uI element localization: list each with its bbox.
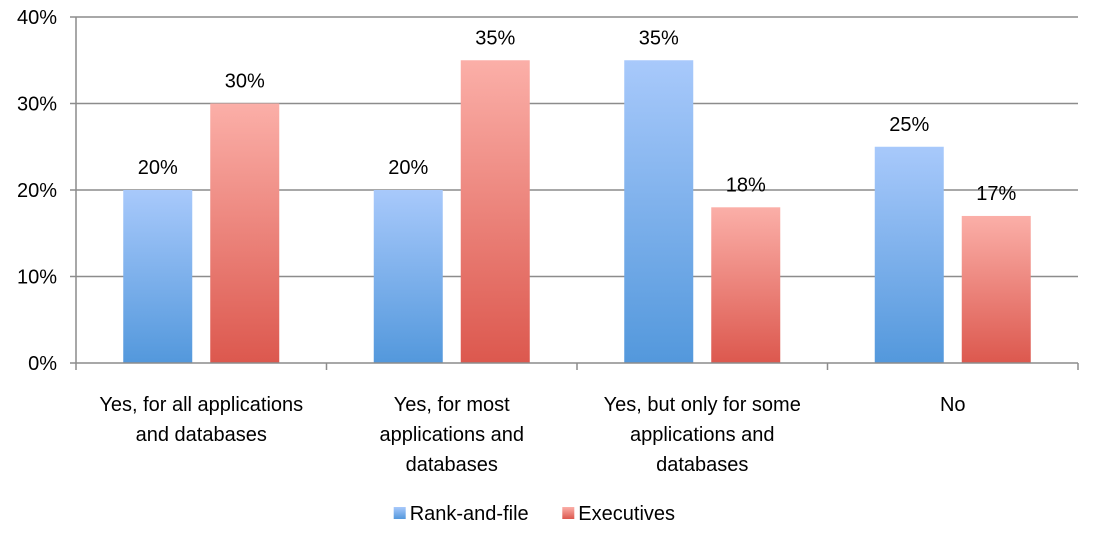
y-tick-label: 10% xyxy=(17,267,57,289)
data-label: 20% xyxy=(138,157,178,179)
x-tick-label: databases xyxy=(406,454,498,476)
bar-rank-and-file xyxy=(123,190,193,363)
x-tick-label: No xyxy=(940,394,966,416)
x-tick-label: Yes, but only for some xyxy=(604,394,801,416)
y-tick-label: 30% xyxy=(17,94,57,116)
x-tick-label: applications and xyxy=(379,424,524,446)
bars xyxy=(123,60,1031,363)
data-label: 17% xyxy=(976,183,1016,205)
legend: Rank-and-file Executives xyxy=(393,503,675,525)
data-label: 35% xyxy=(639,27,679,49)
x-tick-label: databases xyxy=(656,454,748,476)
bar-executives xyxy=(961,215,1031,363)
legend-swatch-rank-and-file xyxy=(393,507,406,519)
data-label: 30% xyxy=(225,71,265,93)
bar-executives xyxy=(711,207,781,363)
y-tick-label: 20% xyxy=(17,180,57,202)
bar-executives xyxy=(210,103,280,363)
legend-swatch-executives xyxy=(562,507,575,519)
data-label: 25% xyxy=(889,114,929,136)
x-tick-label: and databases xyxy=(136,424,267,446)
axes: 0% 10% 20% 30% 40% Yes, for all applications a… xyxy=(17,7,1079,476)
data-labels: 20% 30% 20% 35% 35% 18% 25% 17% xyxy=(138,27,1017,205)
legend-label: Rank-and-file xyxy=(410,503,529,525)
x-tick-label: Yes, for all applications xyxy=(99,394,303,416)
data-label: 20% xyxy=(388,157,428,179)
data-label: 18% xyxy=(726,174,766,196)
y-tick-label: 0% xyxy=(28,353,57,375)
x-tick-label: Yes, for most xyxy=(394,394,510,416)
data-label: 35% xyxy=(475,27,515,49)
bar-rank-and-file xyxy=(624,60,694,363)
bar-rank-and-file xyxy=(874,146,944,363)
bar-executives xyxy=(460,60,530,363)
legend-label: Executives xyxy=(578,503,675,525)
y-tick-label: 40% xyxy=(17,7,57,29)
x-tick-label: applications and xyxy=(630,424,775,446)
bar-rank-and-file xyxy=(373,190,443,363)
